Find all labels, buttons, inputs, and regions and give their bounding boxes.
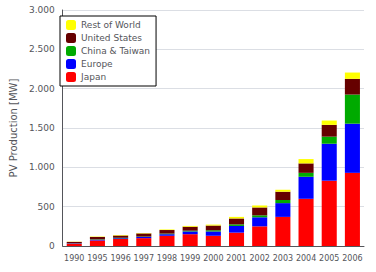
svg-text:1999: 1999 xyxy=(180,254,200,263)
svg-text:1.500: 1.500 xyxy=(29,123,55,133)
svg-text:1997: 1997 xyxy=(134,254,154,263)
svg-text:2.500: 2.500 xyxy=(29,44,55,54)
svg-text:500: 500 xyxy=(37,202,54,212)
svg-text:1996: 1996 xyxy=(110,254,130,263)
svg-text:2.000: 2.000 xyxy=(29,84,55,94)
svg-text:1995: 1995 xyxy=(87,254,107,263)
svg-text:2002: 2002 xyxy=(250,254,270,263)
svg-text:2004: 2004 xyxy=(296,254,316,263)
svg-text:2000: 2000 xyxy=(203,254,223,263)
svg-text:2003: 2003 xyxy=(273,254,293,263)
svg-text:2001: 2001 xyxy=(226,254,246,263)
svg-text:3.000: 3.000 xyxy=(29,5,55,15)
svg-text:2005: 2005 xyxy=(319,254,339,263)
svg-text:China & Taiwan: China & Taiwan xyxy=(81,46,150,56)
svg-text:0: 0 xyxy=(49,241,55,251)
svg-text:PV Production [MW]: PV Production [MW] xyxy=(8,79,19,178)
svg-text:Europe: Europe xyxy=(81,59,113,69)
svg-text:2006: 2006 xyxy=(342,254,362,263)
svg-text:1990: 1990 xyxy=(64,254,84,263)
svg-text:1998: 1998 xyxy=(157,254,177,263)
svg-text:Japan: Japan xyxy=(80,72,106,82)
svg-text:United States: United States xyxy=(81,33,142,43)
svg-text:Rest of World: Rest of World xyxy=(81,20,141,30)
svg-text:1.000: 1.000 xyxy=(29,162,55,172)
